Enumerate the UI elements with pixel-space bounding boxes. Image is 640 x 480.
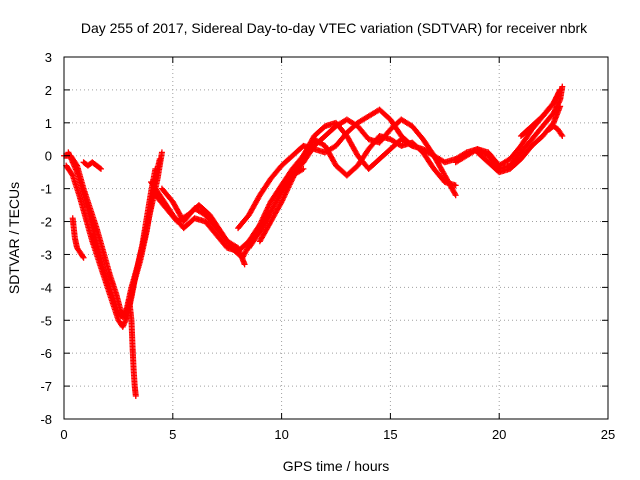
data-point [556,98,563,105]
series-track-11 [245,116,459,251]
y-tick-labels: -8 -7 -6 -5 -4 -3 -2 -1 0 1 2 3 [40,50,52,427]
data-point [241,261,248,268]
y-tick-label: 2 [45,83,52,98]
data-point [132,392,139,399]
series-track-17 [546,123,566,139]
y-tick-label: -8 [40,412,52,427]
y-tick-label: 1 [45,116,52,131]
y-axis-label: SDTVAR / TECUs [6,182,22,294]
series-track-6 [126,297,139,399]
data-point [559,83,566,90]
x-tick-label: 5 [169,427,176,442]
x-axis-label: GPS time / hours [283,458,390,474]
x-tick-label: 0 [60,427,67,442]
series-track-4 [69,215,87,261]
data-point [558,131,565,138]
data-point [97,165,104,172]
y-tick-label: -3 [40,247,52,262]
y-tick-label: -4 [40,280,52,295]
data-point [452,192,459,199]
data-point [96,165,103,172]
x-tick-labels: 0 5 10 15 20 25 [60,427,615,442]
data-point [68,171,75,178]
y-tick-label: -2 [40,215,52,230]
data-points [61,83,566,399]
x-tick-label: 25 [601,427,615,442]
ticks [63,56,609,420]
y-tick-label: 0 [45,149,52,164]
y-tick-label: -1 [40,182,52,197]
x-tick-label: 10 [274,427,288,442]
x-tick-label: 20 [492,427,506,442]
series-track-13 [278,119,416,189]
data-point [557,86,564,93]
series-track-16 [517,86,564,139]
series-track-15 [474,103,564,176]
data-point [158,149,165,156]
chart-title: Day 255 of 2017, Sidereal Day-to-day VTE… [81,20,588,36]
y-tick-label: 3 [45,50,52,65]
data-point [559,132,566,139]
series-track-9 [158,185,248,268]
data-point [556,88,563,95]
plot-frame [63,56,609,420]
data-point [451,190,458,197]
data-point [80,254,87,261]
data-point [79,253,86,260]
y-tick-label: -6 [40,346,52,361]
x-tick-label: 15 [383,427,397,442]
data-point [557,103,564,110]
y-tick-label: -7 [40,379,52,394]
data-point [452,182,459,189]
data-point [409,142,416,149]
series-track-5 [80,159,104,172]
y-tick-label: -5 [40,313,52,328]
